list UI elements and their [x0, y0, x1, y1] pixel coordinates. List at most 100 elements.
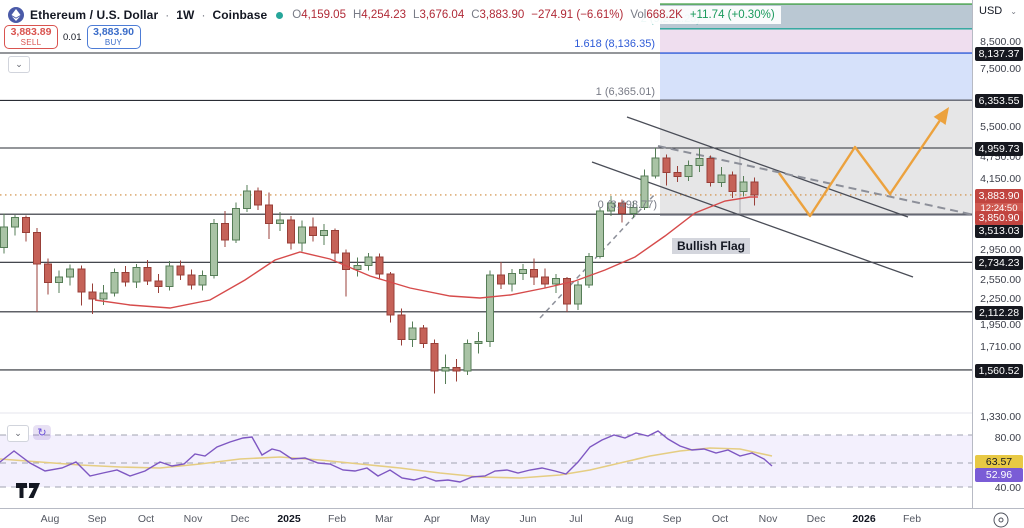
collapse-rsi-pane-button[interactable]: ⌄ [7, 425, 29, 442]
candle-body [33, 232, 42, 265]
close-value: 3,883.90 [479, 9, 525, 21]
candle-body [452, 367, 461, 372]
bullish-flag-label[interactable]: Bullish Flag [672, 238, 751, 254]
time-label: Sep [662, 513, 682, 525]
symbol-header: Ethereum / U.S. Dollar · 1W · Coinbase O… [8, 6, 781, 24]
chevron-down-icon: ⌄ [1010, 6, 1017, 16]
fib-band-fills [660, 4, 972, 215]
volume-change-value: +11.74 (+0.30%) [689, 9, 775, 21]
price-tick: 80.00 [994, 432, 1021, 444]
chevron-down-icon: ⌄ [14, 428, 22, 438]
sell-price: 3,883.89 [10, 26, 52, 39]
price-level-badge: 6,353.55 [975, 94, 1023, 108]
candle-body [342, 252, 351, 271]
candle-body [231, 207, 240, 241]
price-tick: 5,500.00 [980, 121, 1021, 133]
candle-body [695, 158, 704, 166]
rsi-pane [0, 412, 972, 488]
sell-button[interactable]: 3,883.89 SELL [4, 25, 58, 49]
price-tick: 1,950.00 [980, 319, 1021, 331]
candle-body [574, 284, 583, 305]
time-label: Feb [327, 513, 347, 525]
order-panel: 3,883.89 SELL 0.01 3,883.90 BUY [4, 25, 141, 49]
time-label: May [470, 513, 490, 525]
candle-body [364, 256, 373, 266]
time-label: Oct [711, 513, 729, 525]
time-label: Mar [374, 513, 394, 525]
candle-body [596, 210, 605, 257]
candle-body [132, 267, 141, 283]
candle-body [187, 274, 196, 286]
candle-body [44, 263, 53, 284]
time-label: Apr [423, 513, 441, 525]
price-axis[interactable]: USD ⌄ 8,500.00 7,500.00 5,500.00 4,750.00 4,… [972, 0, 1024, 519]
candle-body [739, 181, 748, 193]
change-value: −274.91 (−6.61%) [531, 9, 624, 21]
price-tick: 40.00 [994, 482, 1021, 494]
candle-body [540, 276, 549, 285]
market-status-icon[interactable] [276, 11, 284, 19]
rsi-status-icon[interactable]: ↻ [33, 425, 51, 440]
candle-body [518, 269, 527, 274]
ma-value-badge: 3,850.90 [975, 210, 1023, 225]
buy-button[interactable]: 3,883.90 BUY [86, 25, 141, 49]
fib-extension-lines[interactable] [660, 3, 972, 216]
currency-selector[interactable]: USD ⌄ [979, 5, 1017, 17]
candle-body [22, 217, 31, 234]
price-tick: 1,330.00 [980, 411, 1021, 423]
price-level-badge: 4,959.73 [975, 141, 1023, 156]
candle-body [706, 158, 715, 184]
candle-body [419, 327, 428, 345]
candle-body [607, 202, 616, 212]
collapse-order-panel-button[interactable]: ⌄ [8, 56, 30, 73]
candle-body [242, 190, 251, 209]
candle-body [408, 327, 417, 340]
candle-body [618, 202, 627, 214]
rsi-line [0, 430, 773, 483]
candle-body [88, 291, 97, 300]
exchange-label[interactable]: Coinbase [212, 8, 268, 22]
candle-body [154, 280, 163, 288]
candle-body [198, 275, 207, 286]
symbol-name[interactable]: Ethereum / U.S. Dollar [30, 8, 159, 22]
price-level-badge: 2,734.23 [975, 256, 1023, 270]
candle-body [728, 174, 737, 193]
price-tick: 4,150.00 [980, 173, 1021, 185]
buy-price: 3,883.90 [93, 26, 134, 39]
bar-countdown: 12:24:50 [975, 203, 1023, 214]
candle-body [585, 255, 594, 286]
axis-settings-icon[interactable] [993, 512, 1009, 528]
tradingview-logo[interactable] [16, 483, 42, 505]
candle-body [165, 265, 174, 288]
projection-zigzag-arrow[interactable] [778, 107, 950, 218]
candle-body [496, 274, 505, 285]
spread-value: 0.01 [63, 31, 82, 43]
candle-body [287, 219, 296, 244]
candle-body [11, 217, 20, 228]
candle-body [331, 229, 340, 254]
time-axis[interactable]: Aug Sep Oct Nov Dec 2025 Feb Mar Apr May Jun Jul Aug… [0, 508, 1024, 528]
candle-body [176, 265, 185, 276]
candle-body [474, 340, 483, 345]
price-level-badge: 8,137.37 [975, 46, 1023, 61]
candle-body [629, 206, 638, 214]
candle-body [66, 268, 75, 278]
fib-level-label: 1.618 (8,136.35) [574, 38, 655, 50]
flag-upper-trendline[interactable] [626, 116, 909, 218]
interval-label[interactable]: 1W [176, 8, 195, 22]
time-label: Aug [614, 513, 634, 525]
rsi-value-badge: 63.57 [975, 455, 1023, 469]
candle-body [552, 278, 560, 285]
price-tick: 2,250.00 [980, 293, 1021, 305]
candle-body [441, 367, 450, 372]
time-label: Feb [902, 513, 922, 525]
ohlc-readout: O4,159.05 H4,254.23 L3,676.04 C3,883.90 … [292, 9, 775, 21]
candle-body [110, 272, 119, 294]
candle-body [640, 175, 649, 208]
price-tick: 7,500.00 [980, 63, 1021, 75]
dashed-trendline[interactable] [657, 145, 989, 219]
rsi-value-badge: 52.96 [975, 467, 1023, 482]
candle-body [750, 181, 759, 196]
